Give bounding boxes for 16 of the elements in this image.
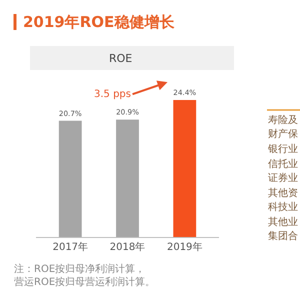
text: 集团合 xyxy=(268,230,298,242)
text: 其他资 xyxy=(268,187,298,199)
x-tick-label: 2019年 xyxy=(166,241,202,253)
chart-subtitle: ROE xyxy=(109,52,132,65)
annotation: 3.5 pps xyxy=(94,89,131,100)
text: 注：ROE按归母净利润计算，营运ROE按归母营运利润计算。 xyxy=(14,263,156,288)
x-tick-label: 2017年 xyxy=(52,241,88,253)
text: 信托业 xyxy=(268,158,298,170)
text: 寿险及 xyxy=(268,114,298,126)
text: 银行业 xyxy=(267,143,298,155)
text: 证券业 xyxy=(268,172,298,184)
text: 科技业 xyxy=(268,201,298,213)
chart-title: 2019年ROE稳健增长 xyxy=(23,13,176,31)
text: 其他业 xyxy=(268,216,298,228)
text: 财产保 xyxy=(268,128,298,140)
x-tick-label: 2018年 xyxy=(110,241,146,253)
